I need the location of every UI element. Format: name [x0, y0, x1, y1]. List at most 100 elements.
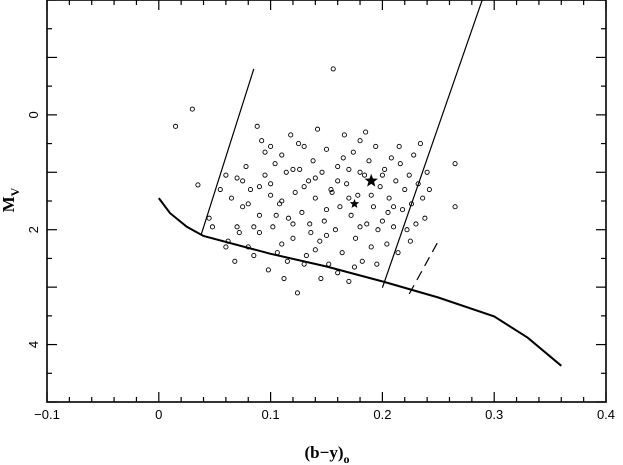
data-point — [357, 224, 363, 230]
data-point — [415, 181, 421, 187]
data-point — [299, 209, 305, 216]
data-point — [335, 178, 341, 184]
data-point — [346, 278, 352, 284]
x-tick-label: 0.1 — [262, 407, 280, 422]
data-point — [240, 178, 246, 184]
data-point — [379, 172, 385, 178]
data-point — [297, 166, 303, 172]
data-point — [351, 264, 358, 270]
data-point — [284, 258, 290, 264]
data-point — [344, 181, 350, 187]
data-point — [452, 161, 458, 167]
data-point — [228, 195, 235, 201]
data-point — [368, 244, 374, 250]
data-point — [232, 258, 238, 264]
x-tick-label: 0.2 — [373, 407, 391, 422]
data-point — [312, 195, 318, 201]
data-point — [339, 250, 345, 256]
data-point — [382, 166, 388, 172]
data-point — [254, 123, 260, 129]
data-point — [391, 224, 397, 230]
data-point — [452, 204, 458, 210]
data-point — [272, 161, 278, 167]
data-point — [335, 270, 341, 276]
data-point — [332, 227, 338, 233]
data-point — [397, 161, 403, 167]
ticks-group — [46, 0, 607, 403]
data-point — [247, 186, 254, 193]
data-point — [240, 204, 246, 210]
data-point — [236, 230, 242, 236]
data-point — [195, 182, 201, 188]
data-point — [301, 184, 307, 190]
data-point — [256, 212, 262, 218]
data-point — [368, 192, 374, 198]
left-boundary-line — [200, 68, 255, 235]
data-point — [243, 163, 249, 170]
data-point — [366, 158, 372, 164]
data-point — [303, 253, 309, 259]
data-point — [420, 195, 426, 201]
data-point — [335, 163, 341, 170]
data-point — [189, 106, 195, 112]
data-point — [279, 198, 285, 204]
x-tick-label: 0 — [155, 407, 162, 422]
data-point — [292, 189, 298, 195]
data-point — [373, 143, 379, 149]
data-point — [301, 261, 307, 267]
data-point — [290, 235, 296, 241]
y-tick-labels: 0 2 4 — [26, 111, 41, 348]
data-point — [256, 184, 262, 190]
data-point — [273, 212, 279, 218]
data-point — [312, 247, 318, 253]
data-point — [321, 218, 327, 224]
star-marker — [364, 173, 378, 187]
data-point — [385, 209, 391, 216]
data-point — [413, 221, 419, 227]
x-tick-labels: −0.1 0 0.1 0.2 0.3 0.4 — [34, 407, 615, 422]
x-tick-label: 0.4 — [597, 407, 615, 422]
data-point — [357, 169, 363, 175]
y-tick-label: 2 — [26, 226, 41, 233]
data-point — [361, 172, 368, 178]
data-point — [391, 204, 397, 210]
data-point — [363, 129, 369, 135]
data-point — [355, 192, 361, 198]
data-point — [422, 215, 428, 221]
data-point — [234, 175, 240, 181]
data-point — [276, 201, 283, 207]
points-group — [173, 66, 458, 296]
data-point — [426, 186, 432, 193]
curves-group — [157, 0, 562, 367]
data-point — [364, 221, 370, 227]
data-point — [326, 261, 332, 267]
data-point — [330, 66, 336, 72]
data-point — [346, 166, 352, 172]
x-axis-label-sub: o — [343, 452, 349, 465]
data-point — [251, 224, 257, 230]
data-point — [290, 166, 296, 172]
data-point — [353, 235, 359, 241]
data-point — [393, 178, 399, 184]
y-axis-label-sub: V — [8, 187, 22, 196]
data-point — [402, 186, 408, 193]
data-point — [306, 178, 312, 184]
data-point — [386, 195, 392, 201]
data-point — [234, 224, 240, 230]
data-point — [395, 250, 401, 256]
data-point — [301, 143, 307, 149]
data-point — [307, 221, 313, 227]
data-point — [417, 141, 423, 147]
data-point — [270, 224, 276, 230]
y-axis-label: MV — [0, 187, 22, 212]
y-tick-label: 4 — [26, 341, 41, 348]
data-point — [225, 238, 231, 244]
data-point — [245, 244, 251, 250]
data-point — [310, 158, 316, 164]
data-point — [173, 123, 179, 129]
data-point — [223, 172, 229, 178]
data-point — [323, 207, 330, 213]
data-point — [377, 184, 383, 190]
data-point — [357, 138, 363, 144]
